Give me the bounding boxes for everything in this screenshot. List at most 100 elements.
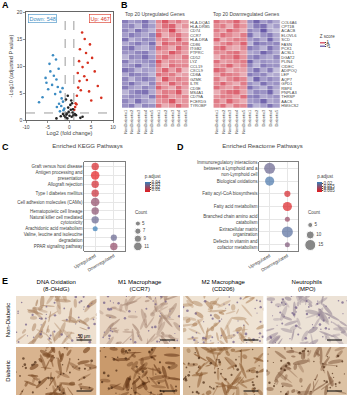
svg-text:Diabetic5: Diabetic5 <box>274 109 279 126</box>
svg-text:CD3E: CD3E <box>190 86 201 91</box>
svg-text:NonDiabetic2: NonDiabetic2 <box>129 109 134 134</box>
svg-text:-Log10 (adjusted P value): -Log10 (adjusted P value) <box>8 34 14 97</box>
svg-text:M1 Macrophage(CCR7): M1 Macrophage(CCR7) <box>118 279 162 292</box>
svg-text:10: 10 <box>17 63 23 69</box>
svg-text:20: 20 <box>17 9 23 15</box>
svg-text:Diabetic: Diabetic <box>5 360 11 382</box>
svg-text:0.005: 0.005 <box>323 188 335 193</box>
svg-text:Top 20 Upregulated Genes: Top 20 Upregulated Genes <box>125 11 185 17</box>
svg-text:Natural killer cell mediatedcy: Natural killer cell mediatedcytotoxicity <box>30 215 84 226</box>
svg-text:-5: -5 <box>46 124 51 130</box>
svg-text:1: 1 <box>326 40 329 45</box>
svg-text:Diabetic4: Diabetic4 <box>268 109 273 126</box>
svg-text:Count: Count <box>135 210 148 215</box>
svg-text:FASN: FASN <box>281 42 292 47</box>
svg-text:0.01: 0.01 <box>323 186 332 191</box>
svg-text:p.adjust: p.adjust <box>145 174 162 179</box>
svg-text:NonDiabetic2: NonDiabetic2 <box>221 109 226 134</box>
svg-text:NonDiabetic5: NonDiabetic5 <box>149 109 154 134</box>
svg-text:5: 5 <box>20 90 23 96</box>
svg-text:Fatty acyl-CoA biosynthesis: Fatty acyl-CoA biosynthesis <box>202 191 258 196</box>
svg-text:5: 5 <box>314 222 317 227</box>
svg-text:NonDiabetic1: NonDiabetic1 <box>214 109 219 134</box>
svg-text:Type I diabetes mellitus: Type I diabetes mellitus <box>36 191 84 196</box>
svg-text:PNPLA3: PNPLA3 <box>281 90 297 95</box>
svg-text:THRSP: THRSP <box>281 94 295 99</box>
svg-text:Arachidonic acid metabolism: Arachidonic acid metabolism <box>25 226 83 231</box>
svg-text:AQP7: AQP7 <box>281 77 292 82</box>
svg-text:IL7R: IL7R <box>190 81 199 86</box>
svg-text:5: 5 <box>90 124 93 130</box>
svg-text:11: 11 <box>144 244 149 249</box>
svg-text:Upregulated: Upregulated <box>248 253 272 270</box>
svg-text:ITGB2: ITGB2 <box>190 46 202 51</box>
svg-text:CIDEC: CIDEC <box>281 64 294 69</box>
svg-text:GZMK: GZMK <box>190 77 202 82</box>
svg-text:ACSL1: ACSL1 <box>281 50 294 55</box>
svg-text:CD8A: CD8A <box>190 72 201 77</box>
svg-text:5: 5 <box>142 221 145 226</box>
svg-text:Graft versus host disease: Graft versus host disease <box>32 164 84 169</box>
svg-text:Allograft rejection: Allograft rejection <box>48 182 83 187</box>
svg-text:15: 15 <box>318 242 324 247</box>
svg-text:0.03: 0.03 <box>151 182 160 187</box>
svg-text:HLA-DRB5: HLA-DRB5 <box>190 24 211 29</box>
svg-text:Count: Count <box>308 210 321 215</box>
svg-text:CXCL9: CXCL9 <box>190 68 204 73</box>
svg-text:AACS: AACS <box>281 99 292 104</box>
svg-text:NonDiabetic5: NonDiabetic5 <box>241 109 246 134</box>
svg-text:LEP: LEP <box>281 72 289 77</box>
svg-text:0.015: 0.015 <box>323 184 335 189</box>
svg-text:FCER1G: FCER1G <box>190 99 206 104</box>
svg-text:0: 0 <box>326 42 329 47</box>
svg-text:HMGCS2: HMGCS2 <box>281 103 299 108</box>
svg-text:Defects in vitamin andcofactor: Defects in vitamin andcofactor metabolis… <box>213 239 258 250</box>
svg-text:Diabetic1: Diabetic1 <box>247 109 252 126</box>
svg-text:Top 20 Downregulated Genes: Top 20 Downregulated Genes <box>213 11 280 17</box>
svg-text:RBP4: RBP4 <box>281 86 292 91</box>
svg-text:ELOVL6: ELOVL6 <box>281 33 297 38</box>
svg-text:p.adjust: p.adjust <box>317 174 334 179</box>
svg-text:10: 10 <box>110 124 116 130</box>
svg-text:Enriched Reactome Pathways: Enriched Reactome Pathways <box>222 143 302 149</box>
svg-text:CCL19: CCL19 <box>190 64 203 69</box>
svg-text:NonDiabetic3: NonDiabetic3 <box>136 109 141 134</box>
svg-text:-10: -10 <box>22 124 29 130</box>
svg-text:Log2 (fold change): Log2 (fold change) <box>47 130 93 136</box>
svg-text:Downregulated: Downregulated <box>87 253 116 273</box>
svg-text:NonDiabetic4: NonDiabetic4 <box>143 109 148 134</box>
svg-text:NonDiabetic4: NonDiabetic4 <box>234 109 239 134</box>
svg-text:Upregulated: Upregulated <box>73 253 97 270</box>
svg-text:Hematopoietic cell lineage: Hematopoietic cell lineage <box>30 209 83 214</box>
svg-text:ACACB: ACACB <box>281 28 295 33</box>
svg-text:7: 7 <box>143 228 146 233</box>
svg-text:Diabetic2: Diabetic2 <box>254 109 259 126</box>
svg-text:Diabetic2: Diabetic2 <box>163 109 168 126</box>
svg-text:Diabetic3: Diabetic3 <box>261 109 266 126</box>
svg-text:Antigen processing andpresenta: Antigen processing andpresentation <box>36 170 84 181</box>
svg-text:Immunoregulatory interactionsb: Immunoregulatory interactionsbetween a L… <box>197 160 258 177</box>
svg-text:CCR7: CCR7 <box>190 33 202 38</box>
svg-text:50 μm: 50 μm <box>78 334 91 339</box>
svg-text:0.02: 0.02 <box>151 185 160 190</box>
svg-text:Valine, leucine and isoleucine: Valine, leucine and isoleucinedegradatio… <box>24 232 83 243</box>
svg-text:CD86: CD86 <box>190 42 201 47</box>
svg-text:0.01: 0.01 <box>151 187 160 192</box>
svg-text:ADIPOQ: ADIPOQ <box>281 68 297 73</box>
svg-text:NonDiabetic3: NonDiabetic3 <box>227 109 232 134</box>
svg-text:HLA-DQA1: HLA-DQA1 <box>190 20 211 25</box>
svg-text:DGAT2: DGAT2 <box>281 55 295 60</box>
svg-text:Diabetic1: Diabetic1 <box>156 109 161 126</box>
svg-text:Neutrophils(MPO): Neutrophils(MPO) <box>292 279 322 292</box>
svg-text:PCK1: PCK1 <box>281 46 292 51</box>
svg-text:CD52: CD52 <box>190 55 201 60</box>
svg-text:Non-Diabetic: Non-Diabetic <box>5 303 11 338</box>
svg-text:COL6A6: COL6A6 <box>281 20 297 25</box>
svg-text:TYROBP: TYROBP <box>190 103 207 108</box>
svg-text:M2 Macrophage(CD206): M2 Macrophage(CD206) <box>202 279 246 292</box>
svg-text:-1: -1 <box>326 44 330 49</box>
svg-text:PTPRC: PTPRC <box>190 50 204 55</box>
svg-text:HLA-DRA: HLA-DRA <box>190 37 208 42</box>
svg-text:GPD1: GPD1 <box>281 81 293 86</box>
svg-text:NonDiabetic1: NonDiabetic1 <box>123 109 128 134</box>
